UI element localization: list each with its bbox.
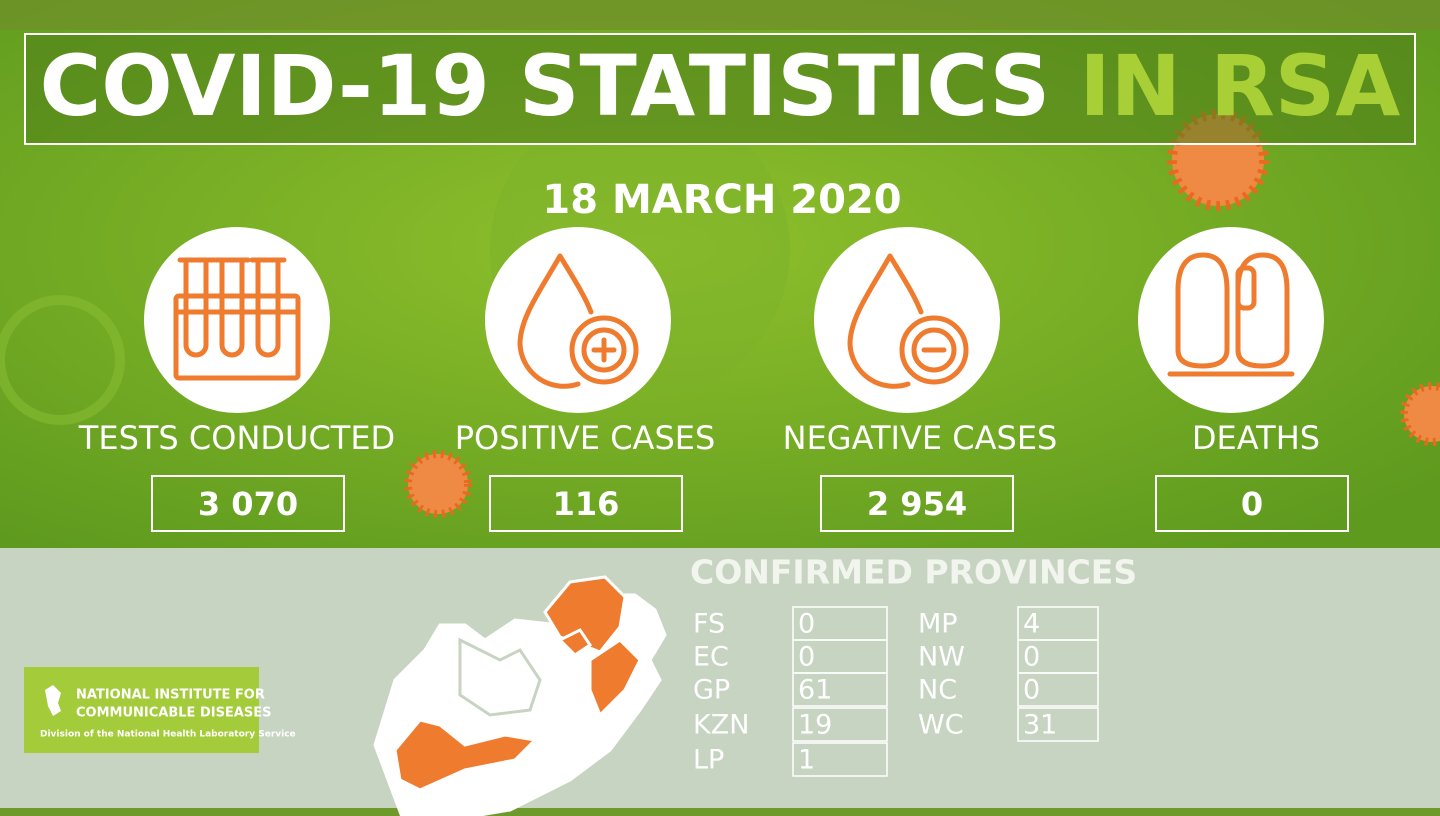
province-box — [1017, 672, 1099, 707]
deaths-icon — [1167, 252, 1295, 377]
title: COVID-19 STATISTICS IN RSA — [40, 37, 1401, 135]
province-count: 0 — [1023, 642, 1040, 673]
province-count: 0 — [1023, 675, 1040, 706]
province-code: GP — [693, 675, 730, 706]
virus-shadow — [0, 295, 125, 425]
title-main: COVID-19 STATISTICS — [40, 37, 1050, 135]
logo-box — [24, 667, 259, 753]
stat-label: DEATHS — [1192, 419, 1320, 457]
test-tubes-icon — [173, 257, 301, 381]
province-box — [792, 672, 888, 707]
stat-value: 2 954 — [867, 485, 967, 523]
province-count: 31 — [1023, 710, 1057, 741]
stat-label: TESTS CONDUCTED — [78, 419, 395, 457]
title-highlight: IN RSA — [1079, 37, 1400, 135]
province-code: MP — [918, 609, 958, 640]
stat-box — [1155, 475, 1349, 532]
stat-box — [820, 475, 1014, 532]
stat-box — [489, 475, 683, 532]
nsw-map — [373, 575, 667, 816]
stat-value: 116 — [553, 485, 620, 523]
province-count: 1 — [798, 745, 815, 776]
province-code: LP — [693, 745, 724, 776]
logo-line: Division of the National Health Laborato… — [40, 730, 296, 740]
province-code: NC — [918, 675, 957, 706]
province-code: EC — [693, 642, 729, 673]
province-count: 61 — [798, 675, 832, 706]
negative-drop-icon — [847, 253, 969, 389]
stat-box — [151, 475, 345, 532]
logo-line: NATIONAL INSTITUTE FOR — [76, 688, 265, 703]
top-strip — [0, 0, 1440, 30]
title-box — [24, 33, 1416, 145]
stat-label: POSITIVE CASES — [455, 419, 716, 457]
province-box — [792, 742, 888, 777]
date: 18 MARCH 2020 — [542, 177, 901, 223]
province-code: NW — [918, 642, 965, 673]
province-count: 0 — [798, 609, 815, 640]
province-count: 0 — [798, 642, 815, 673]
province-code: KZN — [693, 710, 749, 741]
positive-drop-icon — [517, 253, 639, 389]
bottom-strip — [0, 808, 1440, 816]
provinces-title: CONFIRMED PROVINCES — [690, 553, 1137, 592]
province-box — [792, 707, 888, 742]
province-box — [1017, 707, 1099, 742]
province-count: 19 — [798, 710, 832, 741]
province-code: WC — [918, 710, 964, 741]
icon-circles — [144, 227, 1324, 413]
stat-label: NEGATIVE CASES — [783, 419, 1058, 457]
logo-line: COMMUNICABLE DISEASES — [76, 706, 271, 721]
province-count: 4 — [1023, 609, 1040, 640]
province-code: FS — [693, 609, 725, 640]
logo-mark — [45, 685, 61, 716]
stat-value: 0 — [1241, 485, 1263, 523]
stat-value: 3 070 — [198, 485, 298, 523]
